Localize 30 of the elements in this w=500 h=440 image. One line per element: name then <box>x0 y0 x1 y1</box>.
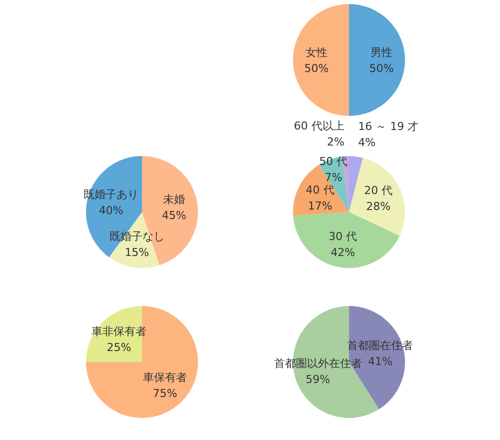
data-label: 2% <box>326 135 344 148</box>
slice-label: 30 代 <box>328 230 358 243</box>
data-label: 75% <box>152 386 178 400</box>
slice-label: 車保有者 <box>142 370 187 384</box>
slice-label: 未婚 <box>163 192 186 206</box>
slice-label: 20 代 <box>364 184 393 198</box>
data-label: 59% <box>306 373 330 386</box>
data-label: 50% <box>369 62 394 75</box>
pie-slice <box>293 212 400 268</box>
slice-label: 男性 <box>370 46 392 59</box>
pie-slice <box>349 156 363 212</box>
slice-label: 16 ～ 19 才 <box>358 120 419 133</box>
data-label: 40% <box>98 204 124 217</box>
data-label: 45% <box>162 208 186 222</box>
data-label: 50% <box>304 62 329 75</box>
data-label: 15% <box>124 246 150 260</box>
data-label: 17% <box>308 199 332 212</box>
slice-label: 首都圏以外在住者 <box>274 357 362 370</box>
data-label: 28% <box>366 200 391 214</box>
slice-label: 40 代 <box>306 183 334 196</box>
slice-label: 60 代以上 <box>294 119 344 132</box>
slice-label: 女性 <box>306 46 328 59</box>
pie-slice <box>293 4 349 116</box>
data-label: 4% <box>358 136 376 149</box>
data-label: 41% <box>368 354 392 368</box>
pie-slice <box>349 4 405 116</box>
slice-label: 首都圏在住者 <box>347 338 414 352</box>
pie-slice <box>86 306 198 418</box>
data-label: 25% <box>106 341 132 354</box>
data-label: 42% <box>330 246 356 259</box>
